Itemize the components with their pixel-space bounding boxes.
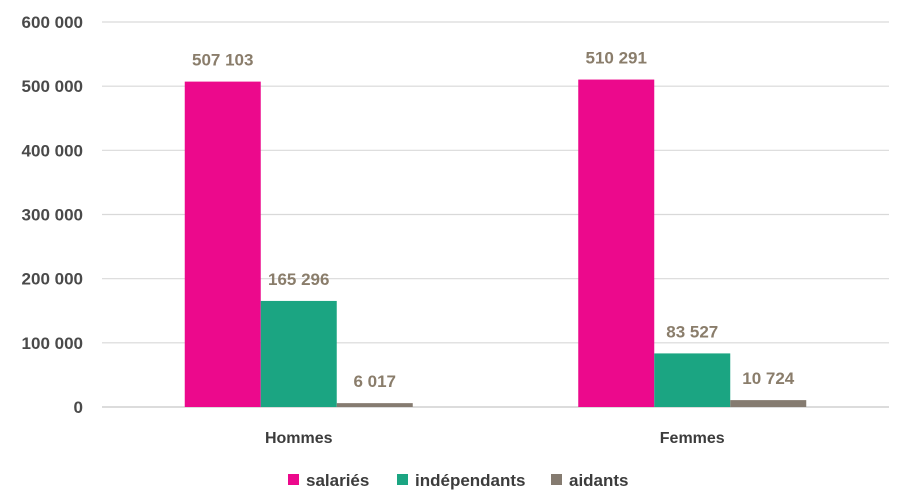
bars (184, 79, 807, 407)
data-label: 507 103 (192, 51, 253, 70)
y-axis: 0 100 000 200 000 300 000 400 000 500 000 600 … (22, 13, 83, 417)
data-label: 165 296 (268, 270, 329, 289)
bar-indépendants-Hommes (260, 300, 337, 407)
bar-aidants-Hommes (336, 403, 413, 407)
y-tick-label: 200 000 (22, 270, 83, 289)
legend-label: aidants (569, 471, 629, 490)
data-label: 6 017 (353, 372, 396, 391)
legend-label: indépendants (415, 471, 526, 490)
y-tick-label: 0 (74, 398, 83, 417)
legend-swatch (288, 474, 299, 485)
data-label: 510 291 (586, 49, 647, 68)
legend: salariés indépendants aidants (288, 471, 629, 490)
y-tick-label: 100 000 (22, 334, 83, 353)
bar-indépendants-Femmes (654, 353, 731, 407)
data-label: 83 527 (666, 322, 718, 341)
y-tick-label: 400 000 (22, 141, 83, 160)
legend-label: salariés (306, 471, 369, 490)
y-tick-label: 600 000 (22, 13, 83, 32)
legend-swatch (551, 474, 562, 485)
bar-salariés-Hommes (184, 81, 261, 407)
x-axis: Hommes Femmes (265, 430, 725, 447)
data-labels: 507 103 165 296 6 017 510 291 83 527 10 724 (192, 49, 795, 392)
y-tick-label: 500 000 (22, 77, 83, 96)
y-tick-label: 300 000 (22, 206, 83, 225)
bar-aidants-Femmes (730, 400, 807, 407)
x-category-label: Femmes (660, 430, 725, 447)
legend-swatch (397, 474, 408, 485)
bar-salariés-Femmes (578, 79, 655, 407)
data-label: 10 724 (742, 369, 795, 388)
x-category-label: Hommes (265, 430, 333, 447)
